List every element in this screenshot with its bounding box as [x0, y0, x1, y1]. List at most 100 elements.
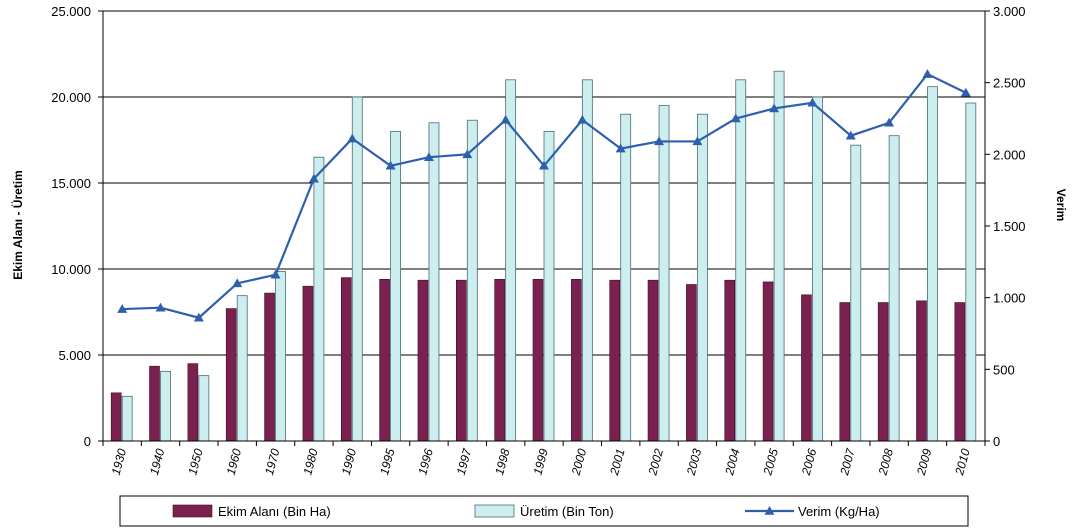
y2-tick-label: 1.500: [993, 219, 1026, 234]
legend-label-verim: Verim (Kg/Ha): [798, 504, 880, 519]
verim-marker: [193, 312, 204, 322]
x-category-label: 2001: [607, 447, 628, 477]
bar-ekim-alani: [149, 365, 160, 442]
verim-marker: [385, 160, 396, 170]
verim-marker: [960, 87, 971, 97]
bar-uretim: [696, 113, 708, 442]
y-tick-label: 5.000: [58, 348, 91, 363]
x-category-label: 2000: [569, 447, 590, 478]
verim-marker: [654, 136, 665, 146]
bar-ekim-alani: [877, 302, 889, 442]
bar-uretim: [505, 79, 517, 442]
bar-ekim-alani: [532, 279, 544, 442]
verim-marker: [807, 97, 818, 107]
verim-marker: [232, 278, 243, 288]
bar-uretim: [850, 144, 862, 442]
bar-uretim: [313, 156, 325, 442]
bar-ekim-alani: [187, 363, 199, 442]
bar-uretim: [236, 295, 248, 442]
bar-ekim-alani: [916, 300, 927, 442]
bar-ekim-alani: [686, 284, 697, 442]
bar-ekim-alani: [801, 294, 812, 442]
verim-marker: [462, 149, 473, 159]
verim-marker: [155, 302, 166, 312]
verim-marker: [884, 117, 895, 127]
bar-uretim: [198, 375, 210, 442]
legend-box: [119, 495, 969, 527]
verim-marker: [539, 160, 549, 170]
verim-marker: [500, 114, 511, 124]
category-labels: 1930 1940 1950 1960 1970 1980 1990 1995 1996 1997…: [102, 441, 986, 478]
bar-ekim-alani: [302, 285, 314, 442]
bar-ekim-alani: [724, 279, 736, 442]
legend-swatch-ekim-alani: [172, 504, 213, 518]
y-tick-label: 25.000: [51, 4, 91, 19]
legend-swatch-uretim: [474, 504, 515, 518]
left-axis-ticks: 0 5.000 10.000 15.000 20.000 25.000: [51, 4, 103, 449]
bar-ekim-alani: [954, 302, 966, 442]
x-category-label: 2008: [875, 447, 896, 478]
x-category-label: 1970: [262, 447, 283, 477]
y2-tick-label: 500: [993, 362, 1015, 377]
bar-uretim: [773, 70, 785, 442]
verim-marker: [730, 113, 741, 123]
y-tick-label: 20.000: [51, 90, 91, 105]
y2-tick-label: 1.000: [993, 291, 1026, 306]
right-axis-ticks: 0 500 1.000 1.500 2.000 2.500 3.000: [985, 4, 1026, 449]
bar-ekim-alani: [379, 279, 390, 442]
x-category-label: 1960: [224, 447, 245, 477]
x-category-label: 2004: [722, 447, 743, 478]
y-tick-label: 10.000: [51, 262, 91, 277]
bar-uretim: [620, 113, 632, 442]
bar-uretim: [428, 122, 440, 442]
x-category-label: 2009: [914, 447, 935, 478]
verim-marker: [922, 69, 933, 78]
bar-ekim-alani: [571, 279, 582, 442]
bar-uretim: [466, 119, 478, 442]
x-category-label: 1990: [339, 447, 360, 477]
verim-marker: [615, 143, 626, 153]
bar-uretim: [543, 130, 555, 442]
verim-marker: [308, 173, 319, 183]
x-category-label: 2003: [684, 447, 705, 478]
bar-uretim: [812, 96, 823, 442]
x-category-label: 1996: [415, 447, 436, 477]
bar-series: [110, 70, 977, 442]
legend-marker-verim: [764, 506, 775, 515]
bar-uretim: [888, 135, 900, 442]
y-tick-label: 0: [84, 434, 91, 449]
left-axis-title: Ekim Alanı - Üretim: [10, 170, 25, 280]
verim-marker: [270, 269, 281, 279]
bar-ekim-alani: [456, 279, 467, 442]
bar-uretim: [121, 395, 133, 442]
bar-ekim-alani: [225, 308, 237, 442]
verim-marker: [692, 136, 703, 146]
bar-uretim: [581, 79, 593, 442]
line-series: [117, 69, 971, 322]
x-category-label: 1940: [147, 447, 168, 477]
y2-tick-label: 2.500: [993, 76, 1026, 91]
y-tick-label: 15.000: [51, 176, 91, 191]
verim-marker: [117, 304, 128, 313]
verim-marker: [845, 130, 856, 140]
x-category-label: 1930: [109, 447, 130, 477]
bar-uretim: [351, 96, 363, 442]
bar-uretim: [927, 86, 938, 442]
bar-ekim-alani: [609, 279, 620, 442]
x-category-label: 2002: [645, 447, 666, 478]
bar-uretim: [390, 130, 402, 442]
legend-label-ekim-alani: Ekim Alanı (Bin Ha): [218, 504, 331, 519]
bar-ekim-alani: [340, 277, 352, 442]
y2-tick-label: 2.000: [993, 147, 1026, 162]
y2-tick-label: 0: [993, 434, 1000, 449]
bar-uretim: [735, 79, 747, 442]
bar-uretim: [275, 271, 286, 442]
bar-ekim-alani: [264, 292, 275, 442]
bar-ekim-alani: [839, 302, 851, 442]
x-category-label: 1997: [454, 446, 475, 477]
y2-tick-label: 3.000: [993, 4, 1026, 19]
bar-ekim-alani: [762, 281, 774, 442]
x-category-label: 1999: [530, 447, 551, 477]
x-category-label: 2005: [760, 447, 781, 478]
